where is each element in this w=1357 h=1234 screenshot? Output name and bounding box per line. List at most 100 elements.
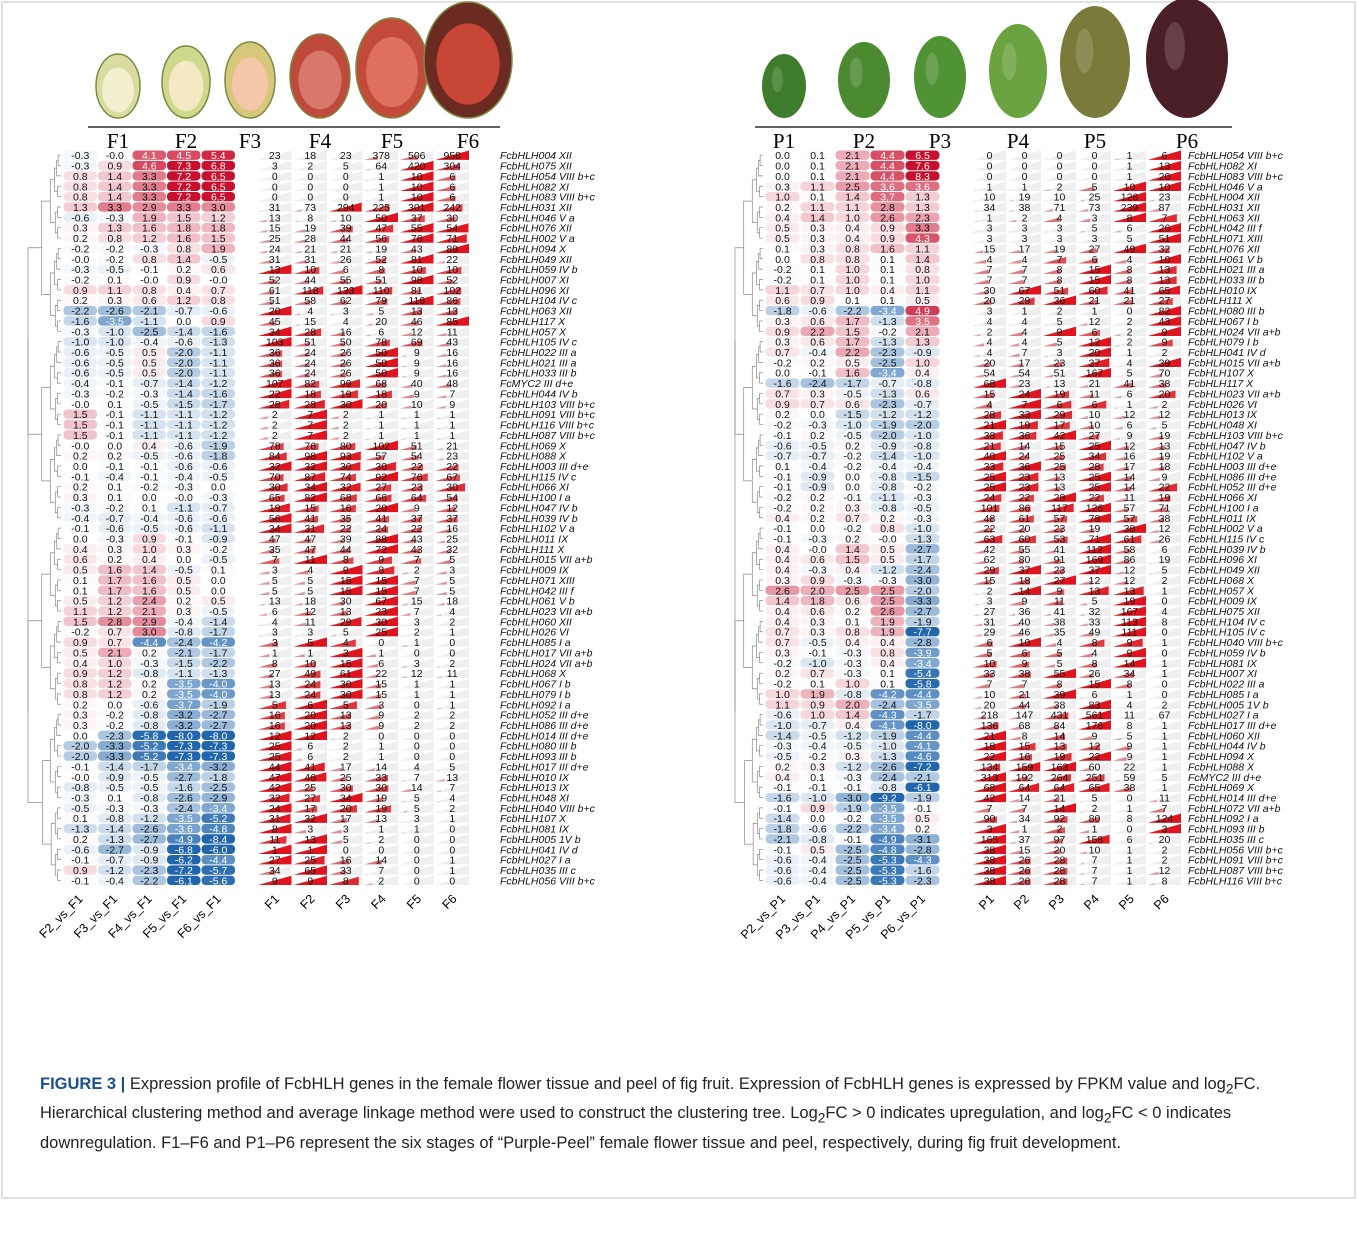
fpkm-bar xyxy=(1113,822,1115,823)
dendrogram xyxy=(57,160,61,176)
fpkm-bar xyxy=(365,874,369,875)
fpkm-bar xyxy=(400,832,404,833)
page: F1F2F3F4F5F6-0.3-0.04.14.55.423182337850… xyxy=(0,0,1357,1234)
fpkm-bar xyxy=(400,428,405,429)
dendrogram xyxy=(58,414,61,424)
fpkm-bar xyxy=(294,603,303,606)
dendrogram xyxy=(58,487,61,497)
dendrogram xyxy=(54,728,57,751)
fpkm-bar xyxy=(1078,873,1084,875)
fpkm-bar xyxy=(365,654,376,657)
dendrogram xyxy=(760,466,763,476)
dendrogram xyxy=(760,507,763,517)
dendrogram xyxy=(58,849,61,859)
dendrogram xyxy=(760,248,763,258)
fpkm-bar xyxy=(1043,342,1057,346)
fpkm-bar xyxy=(1148,750,1150,751)
dendrogram xyxy=(54,448,57,471)
fpkm-bar xyxy=(294,654,305,657)
fpkm-bar xyxy=(329,314,334,315)
fpkm-bar xyxy=(258,613,267,615)
fpkm-bar xyxy=(973,623,982,626)
dendrogram xyxy=(58,766,61,776)
dendrogram xyxy=(54,541,57,564)
fpkm-bar xyxy=(1078,697,1083,698)
fpkm-bar xyxy=(1008,325,1011,326)
fpkm-bar xyxy=(973,634,982,636)
fpkm-bar xyxy=(436,541,446,544)
dendrogram xyxy=(760,870,763,880)
fpkm-bar xyxy=(400,801,405,802)
fpkm-bar xyxy=(1148,356,1151,357)
dendrogram xyxy=(744,201,753,294)
fpkm-value: 7 xyxy=(1092,875,1098,887)
fruit-highlight xyxy=(850,57,863,87)
dendrogram xyxy=(58,870,61,880)
fpkm-bar xyxy=(329,437,339,440)
fpkm-bar xyxy=(1078,736,1092,740)
dendrogram xyxy=(58,342,61,352)
dendrogram xyxy=(735,621,745,803)
fpkm-bar xyxy=(329,260,340,263)
fpkm-bar xyxy=(1043,209,1053,212)
fpkm-bar xyxy=(1148,200,1154,202)
fpkm-bar xyxy=(400,405,411,408)
dendrogram xyxy=(58,621,61,631)
dendrogram xyxy=(42,388,51,481)
fpkm-bar xyxy=(1148,594,1150,595)
stage-label: F3 xyxy=(239,129,261,153)
dendrogram xyxy=(760,621,763,631)
fpkm-bar xyxy=(258,582,269,585)
fpkm-bar xyxy=(1078,242,1080,243)
fpkm-value: 0 xyxy=(414,875,420,887)
fpkm-bar xyxy=(1148,718,1152,719)
fpkm-bar xyxy=(1043,375,1053,378)
dendrogram xyxy=(760,715,763,725)
fpkm-bar xyxy=(365,334,371,336)
dendrogram xyxy=(58,673,61,683)
fpkm-bar xyxy=(1113,757,1127,761)
dendrogram xyxy=(28,621,43,803)
fpkm-bar xyxy=(1078,653,1093,657)
dendrogram xyxy=(54,168,57,191)
fpkm-bar xyxy=(400,603,408,605)
dendrogram xyxy=(753,823,757,864)
fpkm-bar xyxy=(329,427,339,430)
fruit xyxy=(1146,0,1228,118)
fpkm-bar xyxy=(294,324,300,326)
fpkm-bar xyxy=(1008,614,1015,616)
fpkm-bar xyxy=(1113,770,1117,771)
dendrogram xyxy=(58,507,61,517)
fpkm-bar xyxy=(365,251,372,253)
fpkm-bar xyxy=(400,789,411,792)
fpkm-bar xyxy=(1008,353,1020,356)
fpkm-label: F1 xyxy=(262,892,282,912)
fpkm-bar xyxy=(1078,614,1084,616)
fruit-highlight xyxy=(1164,22,1185,70)
fpkm-value: 1 xyxy=(1127,875,1133,887)
dendrogram xyxy=(54,261,57,284)
fpkm-value: 0 xyxy=(449,875,455,887)
fpkm-bar xyxy=(365,313,373,315)
fpkm-value: 9 xyxy=(272,875,278,887)
fpkm-bar xyxy=(365,725,380,729)
fpkm-bar xyxy=(436,812,439,813)
fpkm-bar xyxy=(973,325,976,326)
fruit-highlight xyxy=(1076,28,1094,73)
fpkm-bar xyxy=(329,416,339,419)
fpkm-bar xyxy=(1113,780,1119,782)
dendrogram xyxy=(58,746,61,756)
fpkm-bar xyxy=(1078,385,1088,388)
fruit-highlight xyxy=(1002,43,1017,81)
fpkm-bar xyxy=(1113,812,1115,813)
fruit xyxy=(762,54,806,118)
dendrogram xyxy=(58,248,61,258)
fpkm-label: P2 xyxy=(1011,892,1032,913)
fpkm-bar xyxy=(294,209,302,211)
fruit xyxy=(1060,6,1130,118)
dendrogram xyxy=(760,414,763,424)
figure: F1F2F3F4F5F6-0.3-0.04.14.55.423182337850… xyxy=(0,0,1357,1234)
fpkm-bar xyxy=(400,376,406,378)
fpkm-bar xyxy=(436,448,443,450)
fruit-flesh xyxy=(169,61,204,111)
